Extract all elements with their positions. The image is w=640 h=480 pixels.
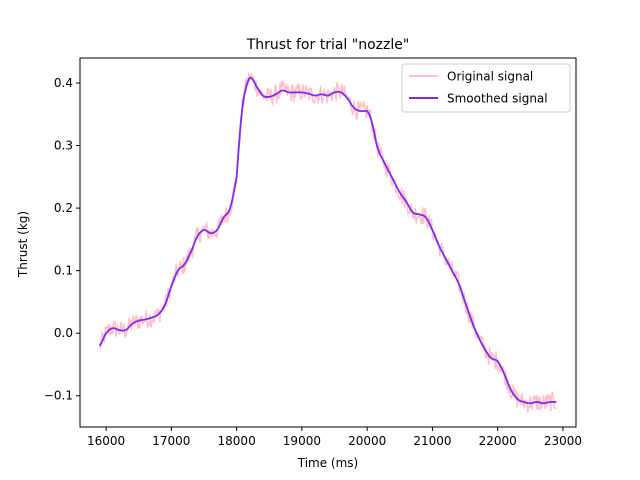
axes: 16000 17000 18000 19000 20000 21000 22000 23000… (44, 57, 582, 448)
y-tick-label: 0.0 (54, 326, 73, 340)
x-tick-label: 22000 (479, 434, 517, 448)
chart-title: Thrust for trial "nozzle" (246, 37, 410, 53)
x-axis-title: Time (ms) (297, 456, 359, 470)
legend-label-original: Original signal (447, 70, 533, 84)
plot-area (98, 72, 557, 413)
series-line-original (98, 72, 557, 413)
x-tick-label: 20000 (348, 434, 386, 448)
y-tick-label: 0.2 (54, 201, 73, 215)
legend-box (401, 63, 571, 113)
x-tick-label: 23000 (544, 434, 582, 448)
y-tick-label: 0.1 (54, 264, 73, 278)
x-tick-label: 21000 (413, 434, 451, 448)
legend-label-smoothed: Smoothed signal (447, 92, 548, 106)
legend: Original signal Smoothed signal (401, 63, 571, 113)
x-tick-label: 16000 (87, 434, 125, 448)
x-tick-label: 18000 (218, 434, 256, 448)
y-tick-label: −0.1 (44, 389, 73, 403)
x-tick-label: 17000 (152, 434, 190, 448)
y-tick-label: 0.3 (54, 139, 73, 153)
y-tick-label: 0.4 (54, 76, 73, 90)
axes-frame (79, 57, 577, 428)
x-tick-label: 19000 (283, 434, 321, 448)
y-axis-title: Thrust (kg) (16, 211, 30, 278)
series-line-smoothed (98, 76, 557, 405)
